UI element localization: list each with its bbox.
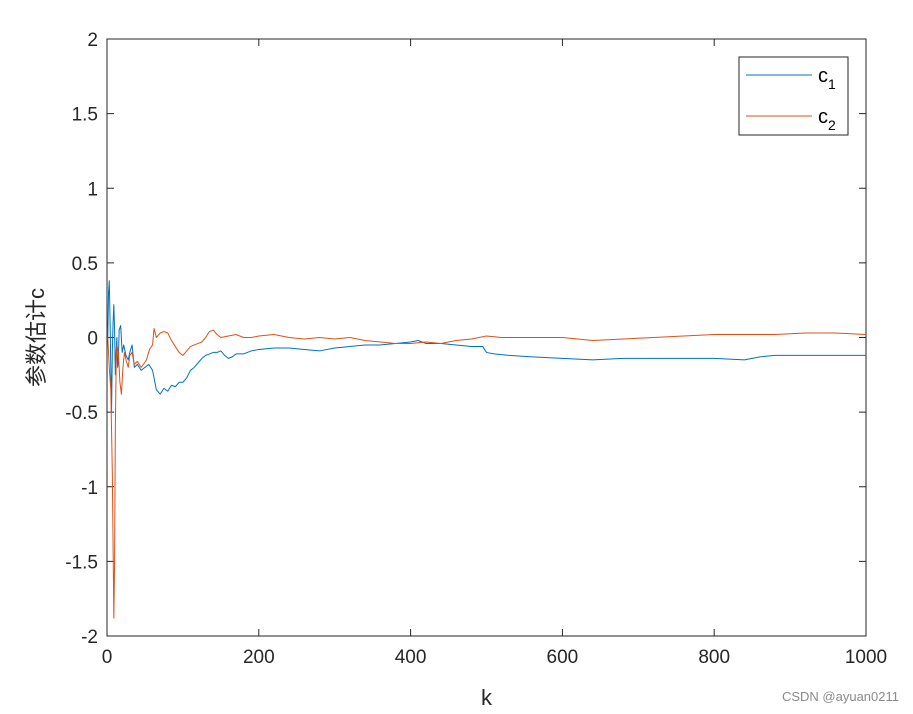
plot-area — [106, 38, 867, 637]
x-tick-label: 0 — [102, 647, 113, 668]
y-tick-label: 1.5 — [72, 105, 98, 126]
y-tick-label: 2 — [87, 30, 98, 51]
x-tick-label: 1000 — [845, 647, 887, 668]
y-axis-label: 参数估计c — [24, 288, 49, 387]
x-tick-label: 400 — [395, 647, 427, 668]
x-tick-label: 600 — [547, 647, 579, 668]
watermark: CSDN @ayuan0211 — [781, 689, 899, 704]
y-tick-label: -1 — [81, 478, 98, 499]
series-line-c2 — [107, 328, 867, 619]
legend-box — [738, 56, 849, 136]
axes: 0 200 400 600 800 1000 -2 -1.5 -1 -0.5 0 0.5 1 1.5 2 k 参… — [24, 30, 887, 710]
y-tick-label: 1 — [87, 179, 98, 200]
y-tick-label: 0 — [87, 329, 98, 350]
x-tick-label: 800 — [698, 647, 730, 668]
x-axis-label: k — [481, 685, 493, 710]
x-tick-label: 200 — [243, 647, 275, 668]
legend-label-c1: c1 — [818, 65, 836, 92]
series-layer — [107, 280, 867, 619]
y-tick-label: -2 — [81, 627, 98, 648]
legend: c1 c2 — [738, 56, 849, 136]
y-tick-label: -0.5 — [65, 403, 98, 424]
y-tick-label: -1.5 — [65, 552, 98, 573]
y-tick-label: 0.5 — [72, 254, 98, 275]
legend-label-c2: c2 — [818, 106, 836, 133]
